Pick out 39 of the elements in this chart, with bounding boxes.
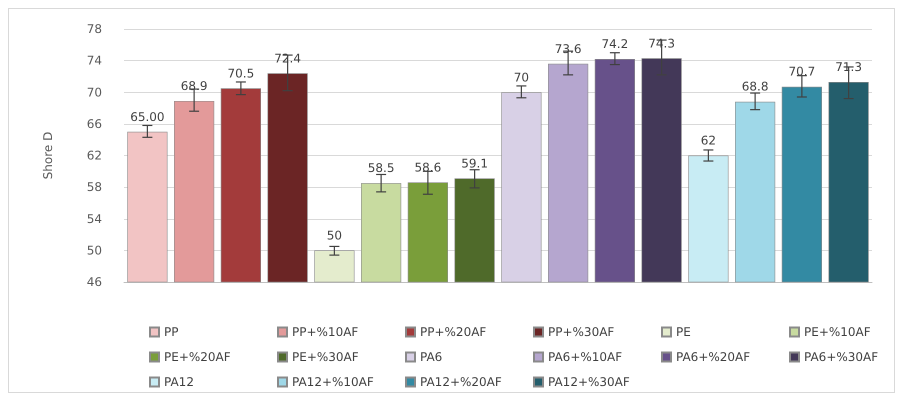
data-label: 70 <box>514 70 530 84</box>
data-label: 50 <box>326 228 342 242</box>
legend-label: PA12 <box>164 375 194 389</box>
legend-label: PA6 <box>420 350 442 364</box>
legend-label: PA12+%20AF <box>420 375 502 389</box>
legend-label: PP+%10AF <box>292 325 358 339</box>
y-tick-label: 58 <box>86 180 102 194</box>
legend-label: PA6+%10AF <box>548 350 622 364</box>
data-label: 58.6 <box>414 160 442 174</box>
y-tick-label: 70 <box>86 85 102 100</box>
y-tick-label: 66 <box>86 116 102 131</box>
data-label: 65.00 <box>130 110 165 124</box>
legend-label: PE+%10AF <box>804 325 871 339</box>
y-tick-label: 78 <box>86 22 102 36</box>
legend-label: PP+%30AF <box>548 325 614 339</box>
data-label: 74.2 <box>602 37 628 52</box>
data-label: 70.5 <box>228 66 254 80</box>
data-label: 71.3 <box>835 60 862 74</box>
y-tick-label: 62 <box>86 148 102 162</box>
legend-label: PA6+%20AF <box>676 350 750 364</box>
legend-label: PA12+%30AF <box>548 375 630 389</box>
data-label: 58.5 <box>368 161 394 176</box>
legend-label: PP <box>164 325 178 339</box>
legend-label: PA12+%10AF <box>292 375 374 389</box>
data-label: 73.6 <box>554 42 582 56</box>
data-label: 59.1 <box>461 156 488 170</box>
legend-label: PE+%30AF <box>292 350 359 364</box>
data-label: 62 <box>700 134 716 148</box>
data-label: 68.8 <box>742 80 768 94</box>
y-tick-label: 54 <box>86 212 102 226</box>
y-tick-label: 74 <box>86 54 102 68</box>
legend-label: PP+%20AF <box>420 325 486 339</box>
legend-label: PE <box>676 325 691 339</box>
data-label: 70.7 <box>788 64 816 79</box>
y-tick-label: 50 <box>86 243 102 258</box>
y-tick-label: 46 <box>86 275 102 289</box>
y-axis-title: Shore D <box>41 132 55 180</box>
legend-label: PE+%20AF <box>164 350 231 364</box>
legend-label: PA6+%30AF <box>804 350 878 364</box>
